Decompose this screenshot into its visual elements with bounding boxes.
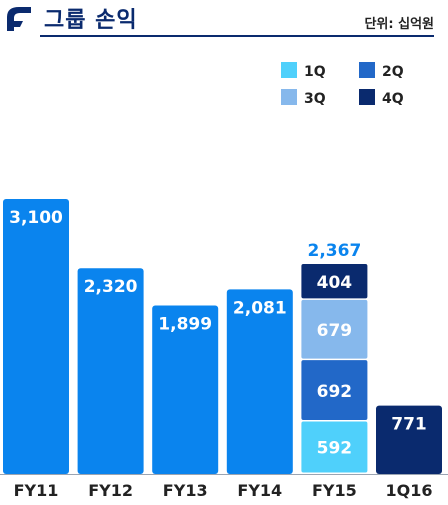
legend-label-2q: 2Q <box>382 64 404 80</box>
x-tick-label-fy12: FY12 <box>88 481 133 500</box>
bar-label-fy15-4q: 404 <box>317 273 353 293</box>
bar-fy14 <box>226 289 293 474</box>
unit-label: 단위: 십억원 <box>364 17 434 32</box>
legend-label-4q: 4Q <box>382 91 404 107</box>
bar-label-fy13: 1,899 <box>158 315 212 335</box>
bar-segment-fy15-3q <box>301 299 368 359</box>
bar-total-label-fy15: 2,367 <box>308 241 362 261</box>
bar-label-fy15-2q: 692 <box>317 382 353 402</box>
bar-1q16 <box>376 405 442 474</box>
bar-fy11 <box>3 199 69 474</box>
bar-label-fy15-3q: 679 <box>317 321 353 341</box>
logo-icon <box>7 7 31 31</box>
bar-label-1q16: 771 <box>391 415 427 435</box>
x-tick-label-1q16: 1Q16 <box>386 481 433 500</box>
legend-swatch-1q <box>281 62 297 78</box>
x-tick-label-fy11: FY11 <box>14 481 59 500</box>
bar-label-fy11: 3,100 <box>9 208 63 228</box>
page-title: 그룹 손익 <box>44 8 138 33</box>
x-tick-label-fy15: FY15 <box>312 481 357 500</box>
chart-header: 그룹 손익 단위: 십억원 <box>0 0 448 38</box>
bar-segment-fy15-2q <box>301 360 368 420</box>
legend-swatch-3q <box>281 89 297 105</box>
legend-swatch-2q <box>359 62 375 78</box>
legend-label-3q: 3Q <box>304 91 326 107</box>
bar-segment-fy15-4q <box>301 264 368 299</box>
bar-label-fy14: 2,081 <box>233 298 287 318</box>
bar-label-fy15-1q: 592 <box>317 439 353 459</box>
bar-label-fy12: 2,320 <box>84 277 138 297</box>
x-tick-label-fy13: FY13 <box>163 481 208 500</box>
bar-segment-fy15-1q <box>301 421 368 473</box>
x-tick-label-fy14: FY14 <box>237 481 282 500</box>
bar-fy13 <box>152 305 219 474</box>
bar-fy12 <box>77 268 144 474</box>
header-divider <box>40 35 434 37</box>
legend-swatch-4q <box>359 89 375 105</box>
legend-label-1q: 1Q <box>304 64 326 80</box>
